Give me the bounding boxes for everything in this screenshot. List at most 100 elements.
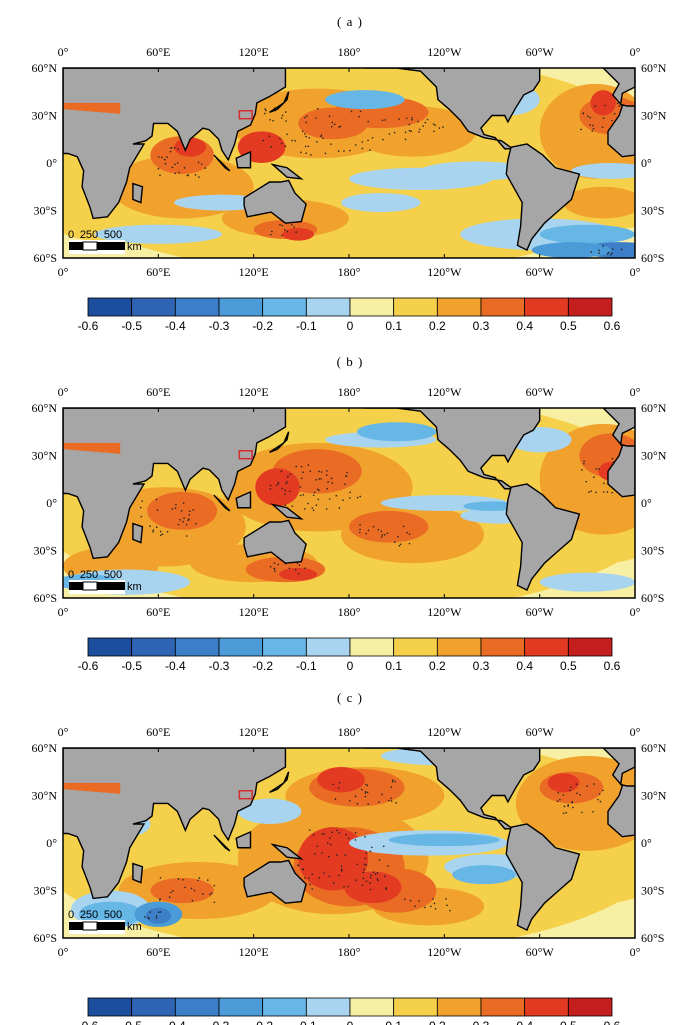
significance-dot: [594, 105, 597, 107]
significance-dot: [393, 131, 396, 134]
significance-dot: [359, 110, 362, 113]
land-mass: [270, 843, 304, 860]
significance-dot: [271, 230, 273, 233]
significance-dot: [280, 117, 283, 119]
scale-bar-label: 500: [104, 229, 122, 241]
colorbar-swatch: [436, 637, 482, 657]
significance-dot: [340, 865, 343, 868]
significance-dot: [364, 857, 367, 860]
significance-dot: [365, 880, 368, 882]
significance-dot: [384, 534, 386, 536]
colorbar-label: -0.3: [209, 1019, 230, 1025]
significance-dot: [369, 882, 371, 884]
significance-dot: [198, 877, 201, 879]
x-tick-top: 0°: [58, 385, 69, 399]
y-tick-right: 0°: [641, 836, 652, 850]
significance-dot: [391, 780, 394, 783]
colorbar-label: 0.6: [604, 659, 621, 673]
significance-dot: [390, 786, 393, 788]
significance-dot: [422, 125, 424, 127]
significance-dot: [332, 882, 335, 885]
significance-dot: [337, 787, 340, 789]
y-tick-left: 30°S: [34, 544, 57, 558]
colorbar-swatch: [262, 997, 307, 1017]
significance-dot: [563, 805, 566, 808]
significance-dot: [195, 522, 197, 525]
significance-dot: [613, 112, 616, 115]
significance-dot: [327, 855, 330, 858]
colorbar-swatch: [218, 997, 264, 1017]
significance-dot: [305, 121, 308, 124]
significance-dot: [305, 152, 307, 154]
x-tick-bottom: 60°W: [526, 605, 555, 619]
significance-dot: [291, 505, 294, 507]
x-tick-top: 120°W: [427, 385, 462, 399]
significance-dot: [587, 115, 589, 117]
significance-dot: [395, 802, 397, 804]
significance-dot: [174, 163, 176, 166]
colorbar-label: 0.1: [385, 1019, 402, 1025]
significance-dot: [291, 139, 293, 142]
significance-dot: [406, 531, 408, 534]
significance-dot: [365, 864, 368, 866]
significance-dot: [620, 248, 623, 251]
significance-dot: [202, 893, 204, 895]
significance-dot: [152, 529, 155, 531]
significance-dot: [281, 487, 283, 490]
x-tick-bottom: 120°E: [239, 945, 269, 959]
significance-dot: [348, 497, 351, 499]
colorbar-swatch: [87, 637, 133, 657]
land-mass: [213, 834, 231, 852]
significance-dot: [297, 864, 300, 867]
significance-dot: [197, 161, 200, 164]
significance-dot: [404, 138, 407, 141]
significance-dot: [148, 917, 150, 920]
significance-dot: [324, 152, 327, 155]
significance-dot: [354, 832, 357, 834]
significance-dot: [281, 224, 284, 227]
significance-dot: [388, 799, 390, 802]
x-tick-bottom: 0°: [58, 265, 69, 279]
colorbar-label: 0.5: [560, 1019, 577, 1025]
significance-dot: [327, 842, 329, 845]
significance-dot: [308, 877, 310, 880]
significance-dot: [591, 130, 594, 132]
significance-dot: [304, 877, 306, 879]
land-mass: [364, 68, 541, 150]
significance-dot: [382, 138, 384, 141]
significance-dot: [315, 479, 318, 481]
significance-dot: [432, 898, 434, 900]
significance-dot: [331, 482, 334, 484]
significance-dot: [598, 249, 600, 252]
significance-dot: [171, 508, 173, 510]
significance-dot: [374, 873, 377, 876]
significance-dot: [188, 513, 191, 516]
significance-dot: [344, 854, 347, 856]
x-tick-top: 120°E: [239, 725, 269, 739]
significance-dot: [174, 507, 177, 509]
significance-dot: [392, 779, 394, 781]
scale-bar: 0 250 500 km: [68, 229, 142, 254]
x-tick-bottom: 120°E: [239, 605, 269, 619]
map-figure: 0° 0° 60°E 60°E 120°E 120°E 180° 180° 120°W 120°W…: [32, 385, 667, 673]
significance-dot: [182, 520, 184, 523]
significance-dot: [317, 498, 320, 501]
colorbar-label: -0.2: [252, 1019, 273, 1025]
panel-label: ( b ): [336, 354, 364, 369]
significance-dot: [371, 137, 374, 139]
y-tick-right: 30°N: [641, 109, 667, 123]
significance-dot: [188, 510, 191, 513]
significance-dot: [163, 158, 166, 161]
significance-dot: [304, 116, 306, 119]
significance-dot: [272, 119, 274, 122]
land-mass: [602, 748, 635, 838]
y-tick-right: 60°N: [641, 401, 667, 415]
significance-dot: [588, 491, 590, 493]
significance-dot: [378, 801, 380, 803]
map-figure: 0° 0° 60°E 60°E 120°E 120°E 180° 180° 120°W 120°W…: [32, 725, 667, 1025]
significance-dot: [556, 800, 559, 803]
colorbar-swatch: [567, 637, 613, 657]
significance-dot: [294, 568, 297, 571]
significance-dot: [367, 139, 369, 142]
map-field: [63, 748, 635, 938]
